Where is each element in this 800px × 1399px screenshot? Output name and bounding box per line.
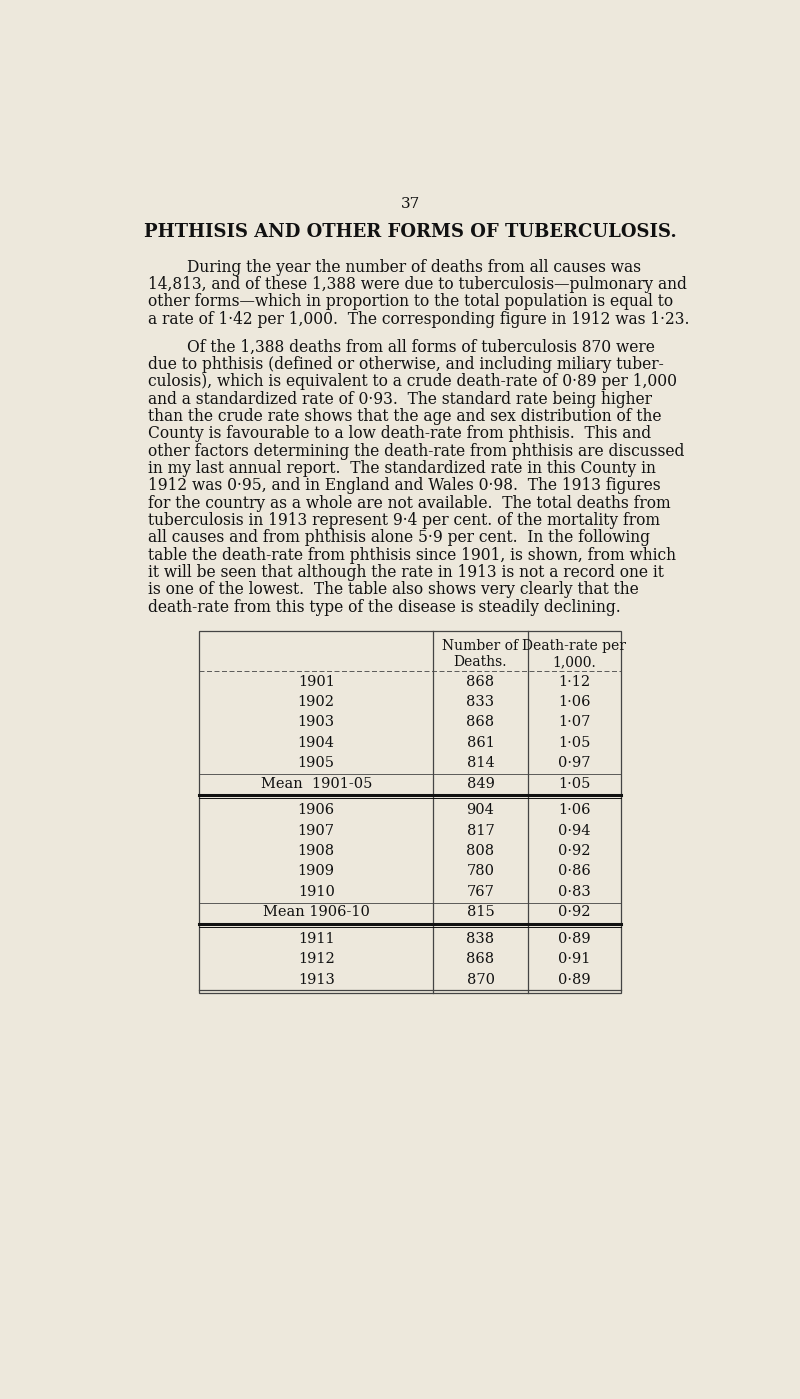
Text: than the crude rate shows that the age and sex distribution of the: than the crude rate shows that the age a… [148, 409, 662, 425]
Text: a rate of 1·42 per 1,000.  The corresponding figure in 1912 was 1·23.: a rate of 1·42 per 1,000. The correspond… [148, 311, 690, 327]
Text: 861: 861 [466, 736, 494, 750]
Text: Mean  1901-05: Mean 1901-05 [261, 776, 372, 790]
Text: County is favourable to a low death-rate from phthisis.  This and: County is favourable to a low death-rate… [148, 425, 651, 442]
Text: 868: 868 [466, 715, 494, 729]
Text: Mean 1906-10: Mean 1906-10 [262, 905, 370, 919]
Text: 0·94: 0·94 [558, 824, 590, 838]
Text: 870: 870 [466, 972, 494, 986]
Text: 1908: 1908 [298, 844, 334, 858]
Text: 1·05: 1·05 [558, 776, 590, 790]
Text: 1901: 1901 [298, 674, 334, 688]
Text: PHTHISIS AND OTHER FORMS OF TUBERCULOSIS.: PHTHISIS AND OTHER FORMS OF TUBERCULOSIS… [144, 224, 676, 241]
Text: 1912 was 0·95, and in England and Wales 0·98.  The 1913 figures: 1912 was 0·95, and in England and Wales … [148, 477, 661, 494]
Text: 1909: 1909 [298, 865, 334, 879]
Text: Of the 1,388 deaths from all forms of tuberculosis 870 were: Of the 1,388 deaths from all forms of tu… [148, 339, 655, 355]
Text: 0·92: 0·92 [558, 844, 590, 858]
Text: 0·86: 0·86 [558, 865, 590, 879]
Text: 1912: 1912 [298, 953, 334, 967]
Text: other factors determining the death-rate from phthisis are discussed: other factors determining the death-rate… [148, 442, 685, 460]
Text: 868: 868 [466, 953, 494, 967]
Text: 904: 904 [466, 803, 494, 817]
Text: 1911: 1911 [298, 932, 334, 946]
Text: all causes and from phthisis alone 5·9 per cent.  In the following: all causes and from phthisis alone 5·9 p… [148, 529, 650, 547]
Text: in my last annual report.  The standardized rate in this County in: in my last annual report. The standardiz… [148, 460, 656, 477]
Text: 808: 808 [466, 844, 494, 858]
Text: Death-rate per
1,000.: Death-rate per 1,000. [522, 639, 626, 669]
Text: 1902: 1902 [298, 695, 334, 709]
Text: 0·91: 0·91 [558, 953, 590, 967]
Text: 1·12: 1·12 [558, 674, 590, 688]
Text: Number of
Deaths.: Number of Deaths. [442, 639, 518, 669]
Text: 780: 780 [466, 865, 494, 879]
Text: 815: 815 [466, 905, 494, 919]
Text: 1·05: 1·05 [558, 736, 590, 750]
Text: 37: 37 [400, 197, 420, 211]
Text: and a standardized rate of 0·93.  The standard rate being higher: and a standardized rate of 0·93. The sta… [148, 390, 652, 407]
Text: 868: 868 [466, 674, 494, 688]
Text: During the year the number of deaths from all causes was: During the year the number of deaths fro… [148, 259, 641, 276]
Text: 1910: 1910 [298, 886, 334, 900]
Text: 767: 767 [466, 886, 494, 900]
Bar [199, 631, 621, 993]
Text: tuberculosis in 1913 represent 9·4 per cent. of the mortality from: tuberculosis in 1913 represent 9·4 per c… [148, 512, 660, 529]
Text: 1913: 1913 [298, 972, 334, 986]
Text: 1905: 1905 [298, 757, 334, 771]
Text: 1906: 1906 [298, 803, 334, 817]
Text: 0·89: 0·89 [558, 972, 590, 986]
Text: 1907: 1907 [298, 824, 334, 838]
Text: table the death-rate from phthisis since 1901, is shown, from which: table the death-rate from phthisis since… [148, 547, 676, 564]
Text: due to phthisis (defined or otherwise, and including miliary tuber-: due to phthisis (defined or otherwise, a… [148, 357, 664, 374]
Text: 1·06: 1·06 [558, 803, 590, 817]
Text: death-rate from this type of the disease is steadily declining.: death-rate from this type of the disease… [148, 599, 621, 616]
Text: 0·92: 0·92 [558, 905, 590, 919]
Text: other forms—which in proportion to the total population is equal to: other forms—which in proportion to the t… [148, 294, 673, 311]
Text: 1903: 1903 [298, 715, 334, 729]
Text: 838: 838 [466, 932, 494, 946]
Text: 833: 833 [466, 695, 494, 709]
Text: 849: 849 [466, 776, 494, 790]
Text: is one of the lowest.  The table also shows very clearly that the: is one of the lowest. The table also sho… [148, 582, 638, 599]
Text: 1904: 1904 [298, 736, 334, 750]
Text: 0·97: 0·97 [558, 757, 590, 771]
Text: it will be seen that although the rate in 1913 is not a record one it: it will be seen that although the rate i… [148, 564, 664, 581]
Text: 814: 814 [466, 757, 494, 771]
Text: 1·06: 1·06 [558, 695, 590, 709]
Text: for the country as a whole are not available.  The total deaths from: for the country as a whole are not avail… [148, 495, 670, 512]
Text: 817: 817 [466, 824, 494, 838]
Text: culosis), which is equivalent to a crude death-rate of 0·89 per 1,000: culosis), which is equivalent to a crude… [148, 374, 677, 390]
Text: 14,813, and of these 1,388 were due to tuberculosis—pulmonary and: 14,813, and of these 1,388 were due to t… [148, 276, 687, 292]
Text: 0·89: 0·89 [558, 932, 590, 946]
Text: 1·07: 1·07 [558, 715, 590, 729]
Text: 0·83: 0·83 [558, 886, 590, 900]
